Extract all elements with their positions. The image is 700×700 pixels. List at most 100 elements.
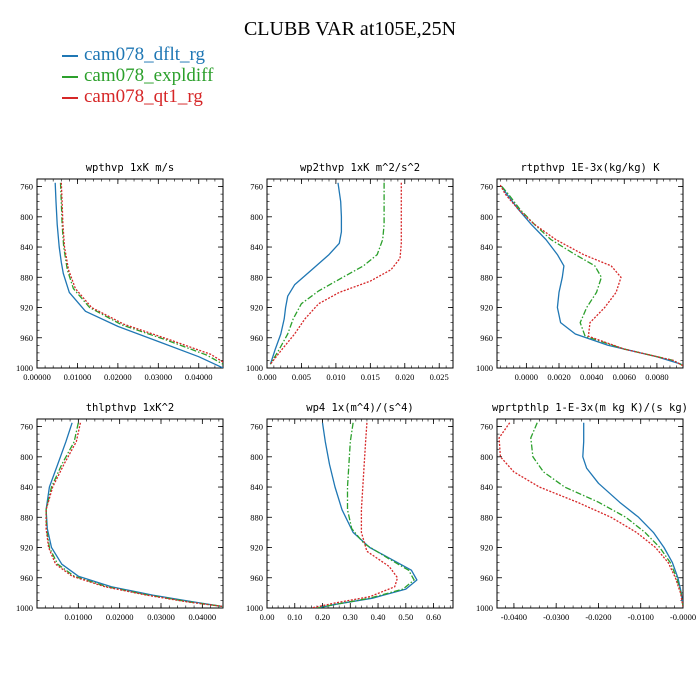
x-tick-label: 0.015 <box>361 372 380 382</box>
y-tick-label: 760 <box>20 182 33 192</box>
series-line <box>45 422 223 608</box>
series-line <box>54 182 223 368</box>
series-line <box>269 182 343 365</box>
x-tick-label: 0.60 <box>426 612 441 622</box>
series-line <box>498 422 683 607</box>
y-tick-label: 840 <box>20 242 33 252</box>
x-tick-label: 0.0060 <box>613 372 636 382</box>
y-tick-label: 760 <box>250 182 263 192</box>
x-tick-label: 0.30 <box>343 612 358 622</box>
legend-label: cam078_qt1_rg <box>84 86 203 107</box>
x-tick-label: 0.20 <box>315 612 330 622</box>
y-tick-label: 920 <box>20 543 33 553</box>
series-line <box>499 184 683 367</box>
x-tick-label: 0.01000 <box>64 372 92 382</box>
y-tick-label: 920 <box>250 543 263 553</box>
y-tick-label: 880 <box>480 272 493 282</box>
y-tick-label: 960 <box>20 573 33 583</box>
x-tick-label: -0.0200 <box>585 612 611 622</box>
y-tick-label: 880 <box>20 512 33 522</box>
x-tick-label: 0.40 <box>371 612 386 622</box>
y-tick-label: 800 <box>20 452 33 462</box>
y-tick-label: 920 <box>250 303 263 313</box>
y-tick-label: 880 <box>480 512 493 522</box>
y-tick-label: 960 <box>480 573 493 583</box>
panel-title: wprtpthlp 1-E-3x(m kg K)/(s kg) <box>492 402 688 414</box>
chart-panel: wp4 1x(m^4)/(s^4)76080084088092096010000… <box>246 402 454 622</box>
y-tick-label: 880 <box>250 272 263 282</box>
x-tick-label: 0.010 <box>326 372 345 382</box>
series-line <box>45 422 223 608</box>
series-line <box>311 422 399 608</box>
x-tick-label: 0.00000 <box>23 372 51 382</box>
y-tick-label: 1000 <box>476 363 493 373</box>
y-tick-label: 840 <box>480 482 493 492</box>
panel-title: thlpthvp 1xK^2 <box>86 402 175 414</box>
x-tick-label: 0.0040 <box>580 372 603 382</box>
series-line <box>316 422 418 608</box>
chart-panel: rtpthvp 1E-3x(kg/kg) K 760 800 840 880 920 960… <box>476 162 684 382</box>
x-tick-label: 0.005 <box>292 372 311 382</box>
chart-panel: wp2thvp 1xK m^2/s^2 760 800 840 880 920 960 100… <box>246 162 454 382</box>
x-tick-label: -0.0100 <box>628 612 654 622</box>
x-tick-label: 0.02000 <box>106 612 134 622</box>
chart-panel: wprtpthlp 1-E-3x(m kg K)/(s kg) 760 800 840… <box>476 402 696 622</box>
panel-title: wp4 1x(m^4)/(s^4) <box>306 402 413 414</box>
chart-panel: thlpthvp 1xK^2 760 800 840 880 920 960 1000 0.01… <box>16 402 224 622</box>
legend-entry: cam078_expldiff <box>62 65 213 86</box>
y-tick-label: 760 <box>250 422 263 432</box>
y-tick-label: 800 <box>480 212 493 222</box>
x-tick-label: 0.03000 <box>147 612 175 622</box>
y-tick-label: 840 <box>480 242 493 252</box>
legend-swatch <box>62 54 78 57</box>
y-tick-label: 960 <box>480 333 493 343</box>
y-tick-label: 800 <box>250 452 263 462</box>
y-tick-label: 840 <box>250 242 263 252</box>
plot-frame <box>266 178 454 369</box>
y-tick-label: 800 <box>480 452 493 462</box>
legend-swatch <box>62 75 78 78</box>
y-tick-label: 1000 <box>16 363 33 373</box>
series-line <box>269 182 402 365</box>
y-tick-label: 960 <box>20 333 33 343</box>
legend-entry: cam078_dflt_rg <box>62 44 213 65</box>
y-tick-label: 760 <box>20 422 33 432</box>
y-tick-label: 960 <box>250 333 263 343</box>
x-tick-label: 0.020 <box>395 372 414 382</box>
panel-title: wp2thvp 1xK m^2/s^2 <box>300 162 420 174</box>
x-tick-label: -0.0300 <box>543 612 569 622</box>
y-tick-label: 800 <box>250 212 263 222</box>
figure-title: CLUBB VAR at105E,25N <box>243 18 457 40</box>
y-tick-label: 1000 <box>246 363 263 373</box>
x-tick-label: 0.04000 <box>185 372 213 382</box>
plot-frame <box>496 178 684 369</box>
series-line <box>501 186 682 365</box>
x-tick-label: 0.0080 <box>645 372 668 382</box>
y-tick-label: 1000 <box>246 603 263 613</box>
legend-label: cam078_dflt_rg <box>84 44 206 65</box>
y-tick-label: 840 <box>250 482 263 492</box>
legend-swatch <box>62 96 78 99</box>
series-line <box>582 422 683 607</box>
y-tick-label: 760 <box>480 422 493 432</box>
y-tick-label: 800 <box>20 212 33 222</box>
x-tick-label: 0.50 <box>398 612 413 622</box>
x-tick-label: -0.0400 <box>501 612 527 622</box>
x-tick-label: 0.00 <box>260 612 275 622</box>
x-tick-label: 0.025 <box>430 372 449 382</box>
y-tick-label: 1000 <box>16 603 33 613</box>
legend-entry: cam078_qt1_rg <box>62 86 213 107</box>
series-line <box>316 422 415 608</box>
legend-label: cam078_expldiff <box>84 65 214 86</box>
x-tick-label: -0.0000 <box>670 612 696 622</box>
x-tick-label: 0.01000 <box>65 612 93 622</box>
y-tick-label: 840 <box>20 482 33 492</box>
x-tick-label: 0.10 <box>287 612 302 622</box>
x-tick-label: 0.03000 <box>144 372 172 382</box>
panel-title: wpthvp 1xK m/s <box>86 162 175 174</box>
legend: cam078_dflt_rg cam078_expldiff cam078_qt… <box>62 44 213 107</box>
series-line <box>501 186 683 367</box>
plot-frame <box>266 418 454 609</box>
y-tick-label: 920 <box>20 303 33 313</box>
